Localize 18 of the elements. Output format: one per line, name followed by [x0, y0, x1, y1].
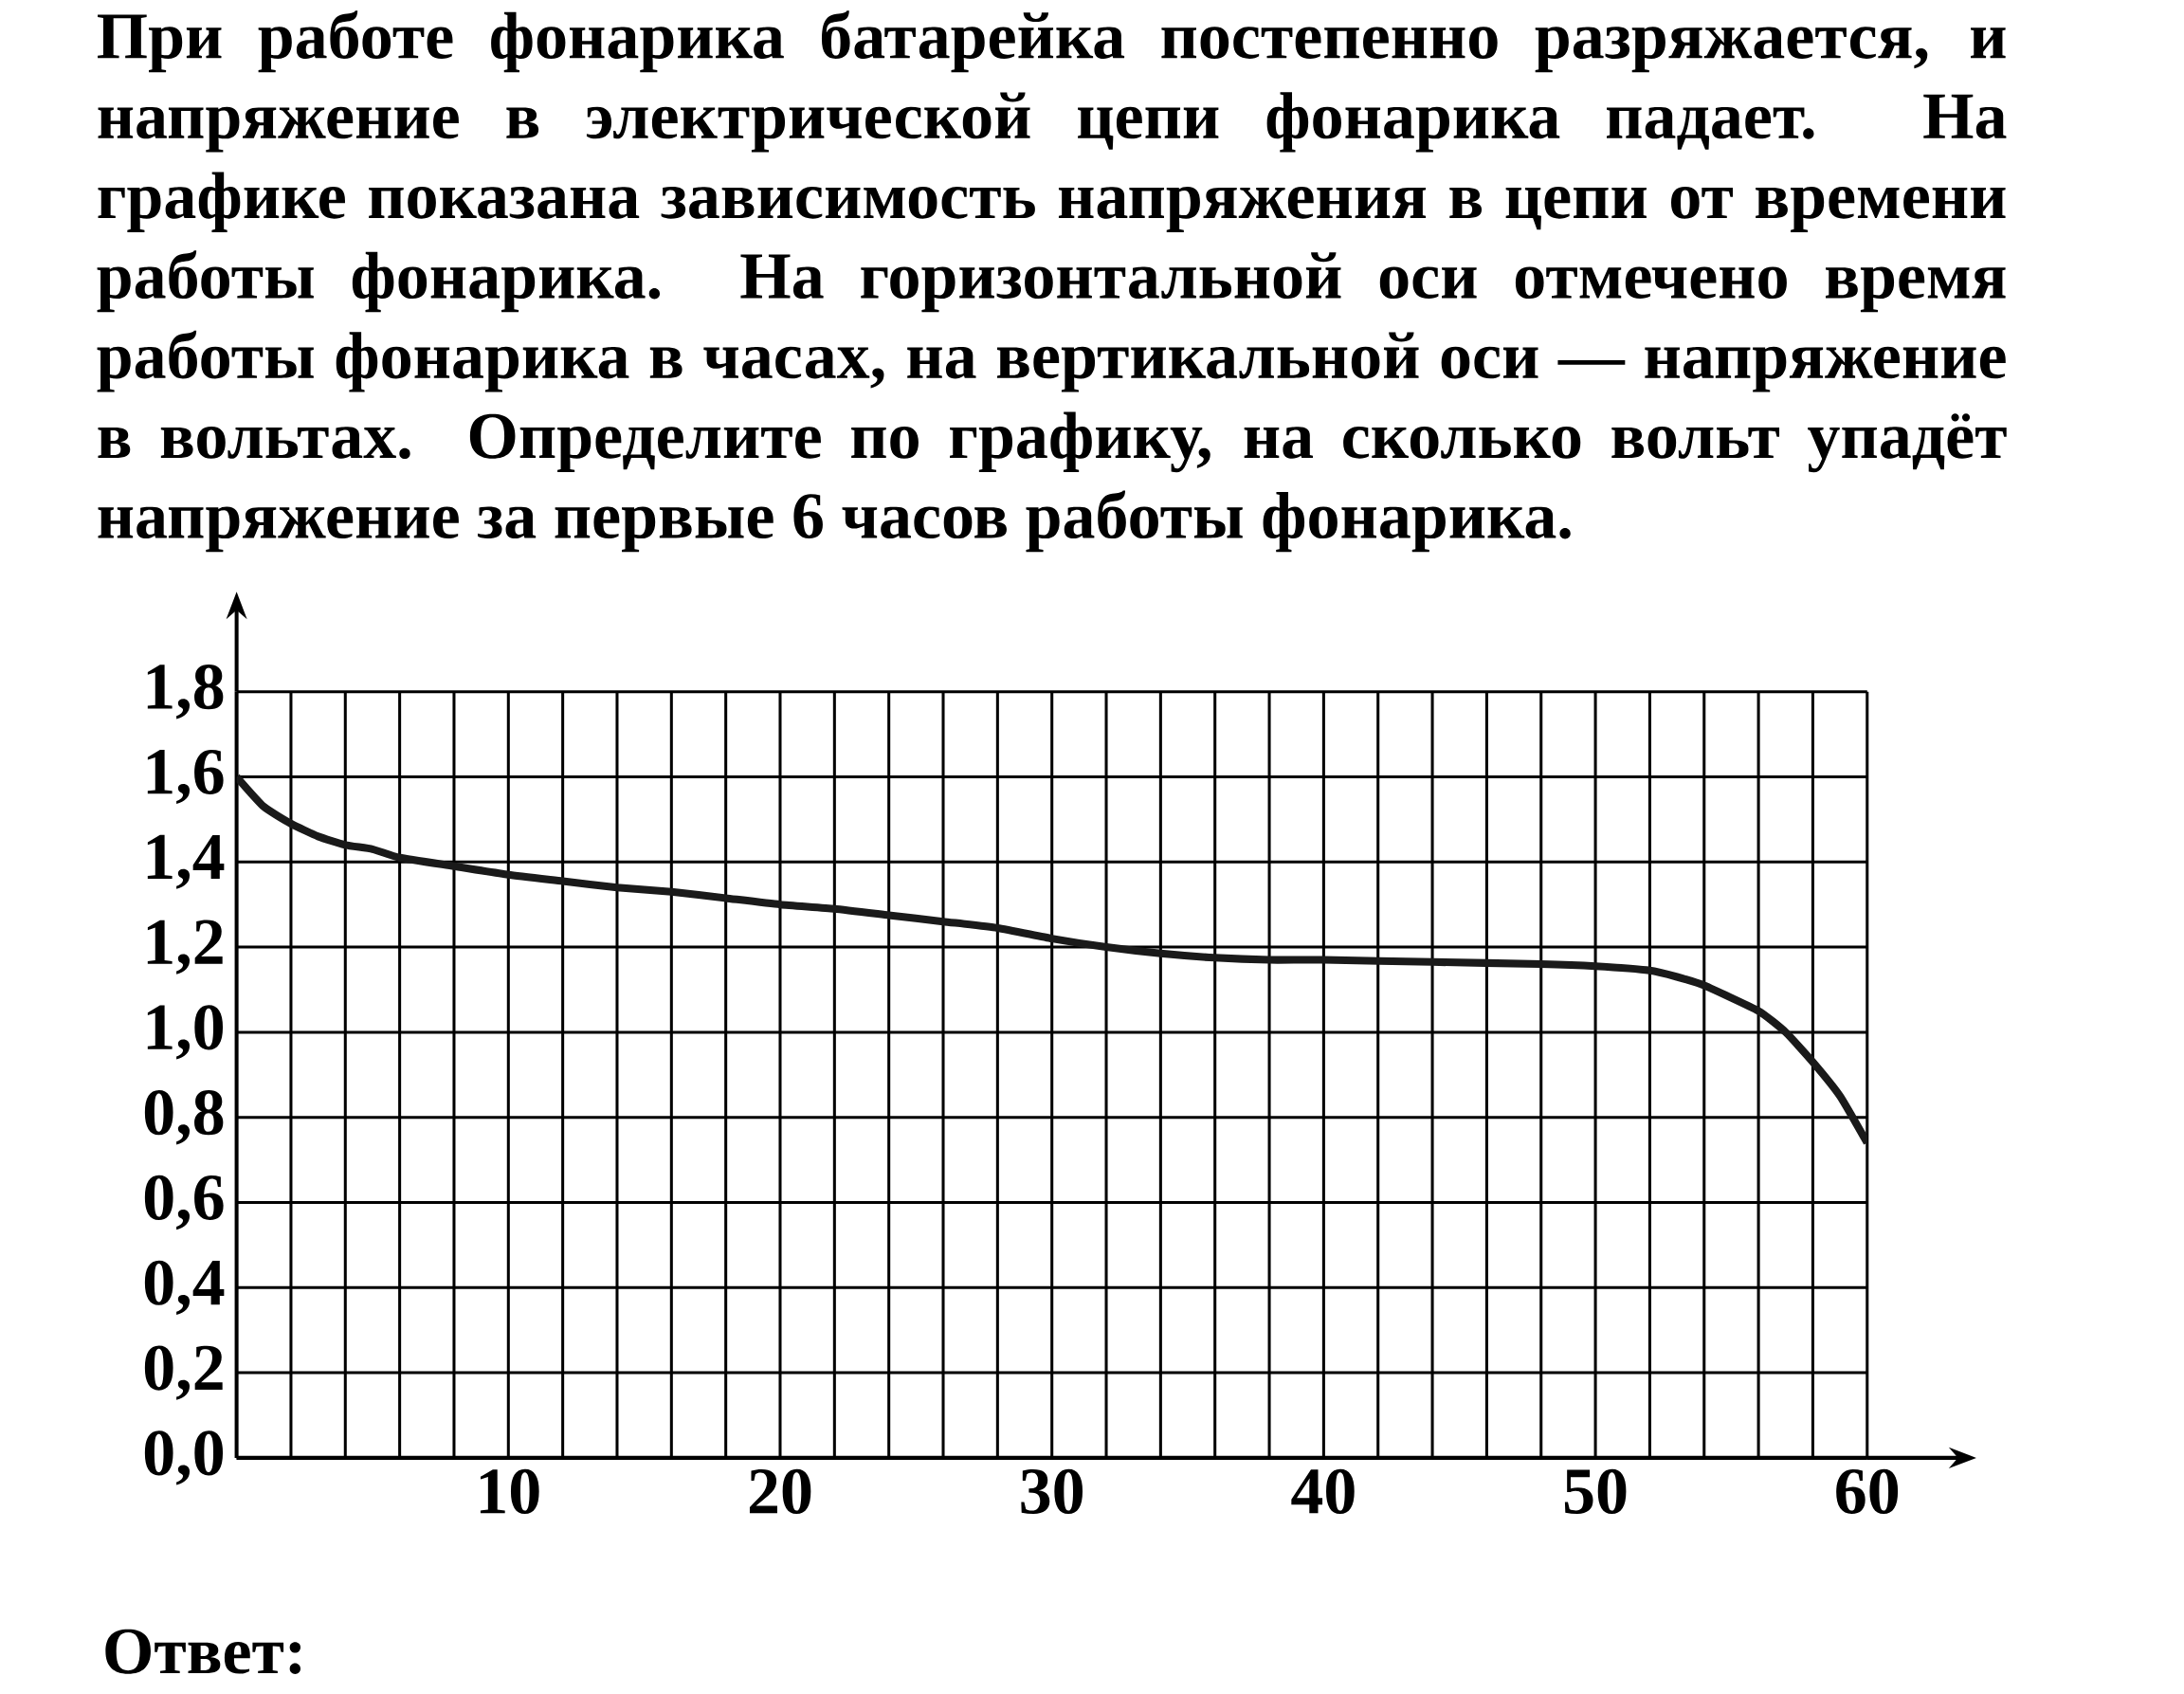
- x-tick-label: 60: [1836, 1468, 1899, 1514]
- x-tick-label: 10: [480, 1468, 539, 1514]
- y-tick-label: 0,4: [144, 1260, 225, 1315]
- x-tick-label: 30: [1021, 1468, 1083, 1514]
- y-tick-label: 1,4: [147, 834, 225, 889]
- y-tick-label: 0,8: [144, 1089, 224, 1145]
- y-tick-label: 1,6: [147, 749, 224, 804]
- x-tick-label: 50: [1564, 1468, 1627, 1514]
- x-tick-label: 40: [1291, 1468, 1355, 1514]
- y-tick-label: 0,2: [144, 1345, 223, 1400]
- text: Ответ:: [105, 1629, 300, 1674]
- x-tick-label: 20: [749, 1468, 811, 1514]
- y-tick-label: 0,6: [144, 1175, 224, 1230]
- y-tick-label: 1,2: [147, 920, 223, 975]
- chart-title: При работе фонарика батарейка постепенно разряжается, и напряжение в электрической цепи фонарика падает. На графике показана зависимость напряжения в цепи от времени работы фонарика. На горизонтальной оси отмечено время работы фонарика в часах, на вертикальной оси — напряжение в вольтах. Определите по графику, на сколько вольт упадёт напряжение за первые 6 часов работы фонарика.: [97, 10, 2007, 553]
- y-tick-label: 1,0: [147, 1005, 224, 1060]
- y-tick-label: 0,0: [144, 1430, 224, 1485]
- y-tick-label: 1,8: [147, 664, 224, 719]
